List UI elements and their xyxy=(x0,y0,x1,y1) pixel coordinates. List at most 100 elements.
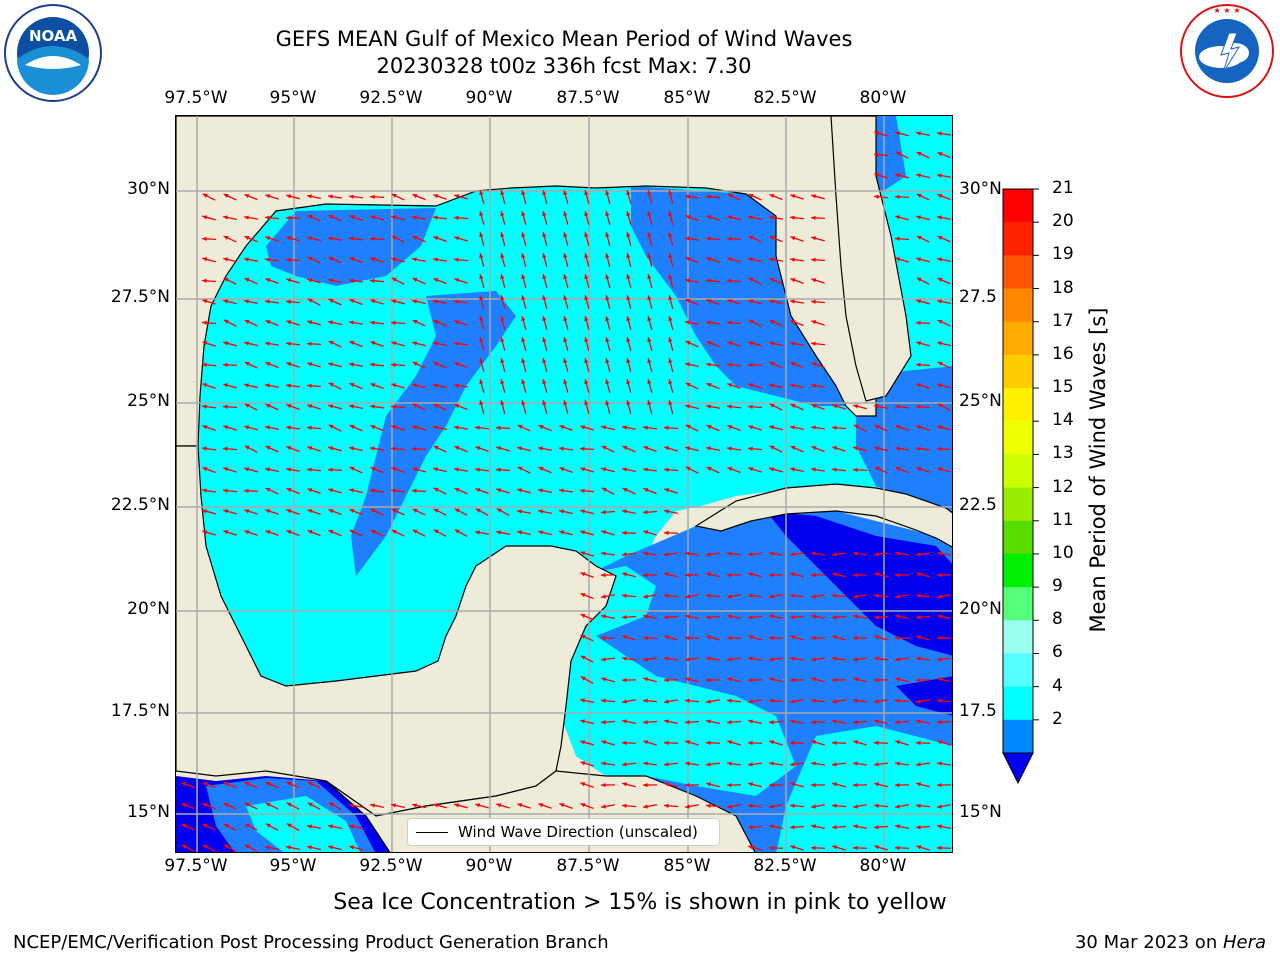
wave-direction-arrow xyxy=(370,341,384,347)
wave-direction-arrow xyxy=(475,508,489,516)
wave-direction-arrow xyxy=(202,299,216,305)
wave-direction-arrow xyxy=(454,403,468,411)
wave-direction-arrow xyxy=(181,844,195,852)
wave-direction-arrow xyxy=(328,529,342,537)
wave-direction-arrow xyxy=(286,529,300,537)
wave-direction-arrow xyxy=(579,488,595,493)
wave-direction-arrow xyxy=(349,824,363,830)
footer-host: Hera xyxy=(1222,932,1266,953)
wave-direction-arrow xyxy=(810,845,826,851)
wave-direction-arrow xyxy=(895,151,909,159)
wave-direction-arrow xyxy=(306,341,322,347)
wave-direction-arrow xyxy=(622,635,636,641)
wave-direction-arrow xyxy=(894,236,910,241)
wave-direction-arrow xyxy=(202,215,216,221)
wave-direction-arrow xyxy=(643,530,657,536)
wave-direction-arrow xyxy=(516,509,532,514)
wave-direction-arrow xyxy=(605,190,611,204)
wave-direction-arrow xyxy=(621,677,637,683)
wave-direction-arrow xyxy=(500,295,506,309)
wave-direction-arrow xyxy=(873,699,889,704)
wave-direction-arrow xyxy=(853,824,867,829)
wave-direction-arrow xyxy=(517,488,531,494)
wave-direction-arrow xyxy=(202,466,216,474)
wave-direction-arrow xyxy=(664,509,678,514)
wave-direction-arrow xyxy=(223,341,237,347)
wave-direction-arrow xyxy=(286,362,300,368)
wave-direction-arrow xyxy=(538,424,552,432)
wave-direction-arrow xyxy=(642,657,658,662)
wave-direction-arrow xyxy=(474,530,490,535)
map-subtitle: 20230328 t00z 336h fcst Max: 7.30 xyxy=(376,54,752,78)
wave-direction-arrow xyxy=(580,740,594,746)
wave-direction-arrow xyxy=(622,719,636,724)
wave-direction-arrow xyxy=(769,235,783,243)
wave-direction-arrow xyxy=(916,277,930,285)
wave-direction-arrow xyxy=(349,424,363,432)
wave-direction-arrow xyxy=(647,337,653,351)
wave-direction-arrow xyxy=(600,720,616,725)
wave-direction-arrow xyxy=(391,383,405,389)
wave-direction-arrow xyxy=(811,320,825,326)
direction-legend: Wind Wave Direction (unscaled) xyxy=(407,818,720,846)
wave-direction-arrow xyxy=(453,467,469,472)
wave-direction-arrow xyxy=(286,278,300,284)
wave-direction-arrow xyxy=(831,656,847,661)
wave-direction-arrow xyxy=(895,131,909,137)
wave-direction-arrow xyxy=(769,383,783,389)
wave-direction-arrow xyxy=(222,488,238,493)
wave-direction-arrow xyxy=(454,194,468,200)
wave-direction-arrow xyxy=(726,446,742,451)
wave-direction-arrow xyxy=(685,256,699,264)
wave-direction-arrow xyxy=(748,845,762,851)
wave-direction-arrow xyxy=(601,445,615,453)
wave-direction-arrow xyxy=(936,173,952,178)
wave-direction-arrow xyxy=(705,656,721,661)
wave-direction-arrow xyxy=(542,253,548,267)
wave-direction-arrow xyxy=(307,529,321,537)
wave-direction-arrow xyxy=(668,274,674,288)
wave-direction-arrow xyxy=(265,425,279,430)
wave-direction-arrow xyxy=(747,404,763,409)
wave-direction-arrow xyxy=(747,362,763,368)
wave-direction-arrow xyxy=(937,383,951,389)
wave-direction-arrow xyxy=(916,193,930,201)
colorbar-swatch xyxy=(1003,653,1033,688)
wave-direction-arrow xyxy=(769,299,783,304)
wave-direction-arrow xyxy=(327,467,343,473)
wave-direction-arrow xyxy=(349,215,363,221)
wave-direction-arrow xyxy=(433,319,447,327)
wave-direction-arrow xyxy=(433,803,447,809)
wave-direction-arrow xyxy=(811,445,825,453)
wave-direction-arrow xyxy=(521,316,527,330)
wave-direction-arrow xyxy=(937,299,951,305)
wave-direction-arrow xyxy=(369,236,385,241)
wave-direction-arrow xyxy=(853,677,867,683)
wave-direction-arrow xyxy=(600,551,616,556)
wave-direction-arrow xyxy=(747,762,763,767)
wave-direction-arrow xyxy=(852,551,868,556)
wave-direction-arrow xyxy=(412,803,426,809)
wave-direction-arrow xyxy=(916,215,930,221)
wave-direction-arrow xyxy=(307,194,321,200)
wave-direction-arrow xyxy=(726,572,742,578)
wave-direction-arrow xyxy=(605,232,611,246)
wave-direction-arrow xyxy=(874,845,888,851)
wave-direction-arrow xyxy=(454,803,468,809)
wave-direction-arrow xyxy=(563,337,569,351)
wave-direction-arrow xyxy=(936,804,952,809)
wave-direction-arrow xyxy=(542,295,548,309)
wave-direction-arrow xyxy=(706,446,720,451)
wave-direction-arrow xyxy=(811,403,825,411)
wave-direction-arrow xyxy=(626,316,632,330)
wave-direction-arrow xyxy=(496,508,510,516)
wave-direction-arrow xyxy=(412,529,426,537)
wave-direction-arrow xyxy=(370,529,384,537)
wave-direction-arrow xyxy=(684,657,700,662)
wave-direction-arrow xyxy=(538,509,552,514)
colorbar-swatch xyxy=(1003,255,1033,290)
wave-direction-arrow xyxy=(580,551,594,557)
wave-direction-arrow xyxy=(916,845,930,851)
wave-direction-arrow xyxy=(605,379,611,393)
wave-direction-arrow xyxy=(563,358,569,372)
